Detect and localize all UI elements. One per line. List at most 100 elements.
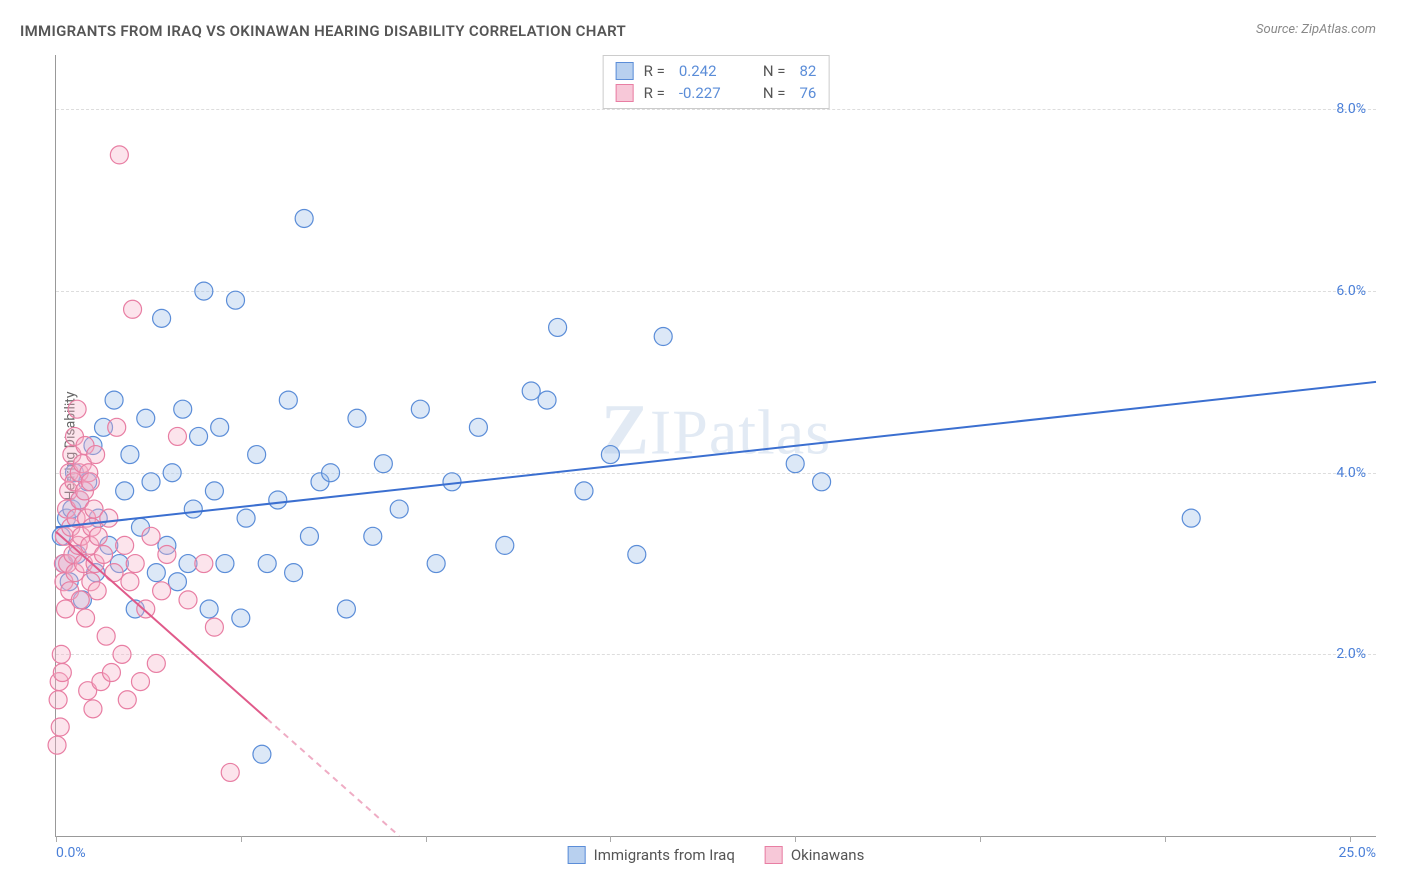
scatter-point xyxy=(84,700,102,718)
scatter-point xyxy=(237,509,255,527)
scatter-point xyxy=(232,609,250,627)
scatter-point xyxy=(131,673,149,691)
scatter-point xyxy=(496,536,514,554)
scatter-point xyxy=(116,536,134,554)
scatter-point xyxy=(364,527,382,545)
x-axis-min-label: 0.0% xyxy=(56,845,86,861)
legend-swatch xyxy=(616,84,634,102)
scatter-point xyxy=(1182,509,1200,527)
scatter-point xyxy=(322,464,340,482)
scatter-point xyxy=(68,400,86,418)
legend-series-label: Okinawans xyxy=(791,846,864,864)
scatter-point xyxy=(124,300,142,318)
scatter-point xyxy=(205,618,223,636)
n-value: 82 xyxy=(799,62,816,80)
scatter-point xyxy=(549,318,567,336)
scatter-point xyxy=(118,691,136,709)
scatter-point xyxy=(108,418,126,436)
scatter-point xyxy=(49,691,67,709)
scatter-point xyxy=(81,473,99,491)
scatter-point xyxy=(153,582,171,600)
scatter-point xyxy=(227,291,245,309)
scatter-point xyxy=(374,455,392,473)
scatter-point xyxy=(195,555,213,573)
series-legend: Immigrants from Iraq Okinawans xyxy=(568,846,865,864)
n-label: N = xyxy=(763,84,786,102)
scatter-point xyxy=(53,664,71,682)
scatter-point xyxy=(71,591,89,609)
scatter-point xyxy=(105,391,123,409)
legend-swatch xyxy=(616,62,634,80)
scatter-point xyxy=(163,464,181,482)
scatter-point xyxy=(51,718,69,736)
scatter-point xyxy=(126,555,144,573)
legend-series-item: Okinawans xyxy=(765,846,864,864)
legend-series-label: Immigrants from Iraq xyxy=(594,846,735,864)
scatter-point xyxy=(522,382,540,400)
scatter-point xyxy=(100,509,118,527)
scatter-point xyxy=(121,446,139,464)
r-label: R = xyxy=(644,84,665,102)
scatter-point xyxy=(300,527,318,545)
scatter-point xyxy=(205,482,223,500)
source-attribution: Source: ZipAtlas.com xyxy=(1256,22,1376,37)
x-tick xyxy=(980,836,981,842)
legend-swatch xyxy=(765,846,783,864)
scatter-point xyxy=(153,309,171,327)
x-tick xyxy=(795,836,796,842)
scatter-point xyxy=(813,473,831,491)
r-value: -0.227 xyxy=(679,84,739,102)
scatter-point xyxy=(390,500,408,518)
scatter-point xyxy=(258,555,276,573)
scatter-point xyxy=(110,146,128,164)
regression-line-dashed xyxy=(267,719,399,836)
scatter-point xyxy=(179,591,197,609)
legend-correlation-row: R = 0.242 N = 82 xyxy=(616,60,817,82)
scatter-point xyxy=(87,446,105,464)
chart-title: IMMIGRANTS FROM IRAQ VS OKINAWAN HEARING… xyxy=(20,22,626,40)
scatter-point xyxy=(337,600,355,618)
scatter-point xyxy=(200,600,218,618)
scatter-point xyxy=(142,473,160,491)
x-tick xyxy=(1165,836,1166,842)
scatter-point xyxy=(269,491,287,509)
scatter-point xyxy=(52,645,70,663)
legend-swatch xyxy=(568,846,586,864)
scatter-point xyxy=(786,455,804,473)
scatter-point xyxy=(147,654,165,672)
scatter-point xyxy=(427,555,445,573)
scatter-point xyxy=(221,763,239,781)
x-axis-max-label: 25.0% xyxy=(1338,845,1376,861)
scatter-point xyxy=(628,545,646,563)
legend-series-item: Immigrants from Iraq xyxy=(568,846,735,864)
scatter-point xyxy=(88,582,106,600)
scatter-point xyxy=(89,527,107,545)
correlation-legend: R = 0.242 N = 82 R = -0.227 N = 76 xyxy=(603,55,830,109)
scatter-point xyxy=(253,745,271,763)
scatter-point xyxy=(48,736,66,754)
scatter-point xyxy=(116,482,134,500)
scatter-point xyxy=(174,400,192,418)
scatter-point xyxy=(121,573,139,591)
r-value: 0.242 xyxy=(679,62,739,80)
scatter-point xyxy=(184,500,202,518)
x-tick xyxy=(1350,836,1351,842)
scatter-point xyxy=(190,427,208,445)
scatter-point xyxy=(211,418,229,436)
scatter-point xyxy=(168,427,186,445)
x-tick xyxy=(241,836,242,842)
scatter-point xyxy=(195,282,213,300)
n-label: N = xyxy=(763,62,786,80)
plot-area: Hearing Disability ZIPatlas 2.0%4.0%6.0%… xyxy=(55,55,1376,837)
chart-canvas xyxy=(56,55,1376,836)
scatter-point xyxy=(411,400,429,418)
scatter-point xyxy=(575,482,593,500)
scatter-point xyxy=(158,545,176,563)
scatter-point xyxy=(77,609,95,627)
scatter-point xyxy=(295,209,313,227)
scatter-point xyxy=(248,446,266,464)
legend-correlation-row: R = -0.227 N = 76 xyxy=(616,82,817,104)
scatter-point xyxy=(654,328,672,346)
scatter-point xyxy=(348,409,366,427)
scatter-point xyxy=(102,664,120,682)
